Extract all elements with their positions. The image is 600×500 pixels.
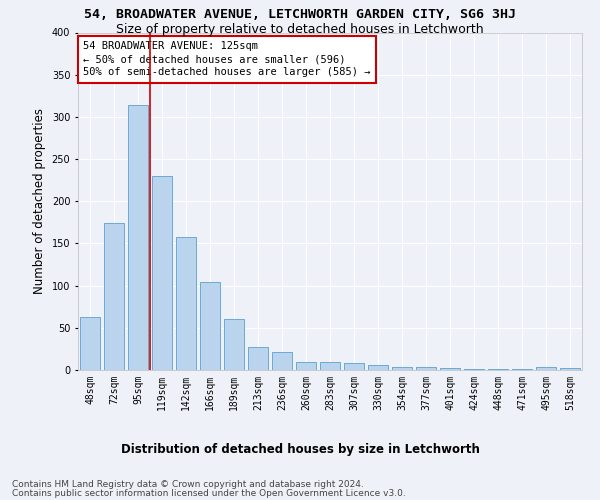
- Bar: [80, 317, 100, 370]
- Bar: [248, 347, 268, 370]
- Bar: [512, 369, 532, 370]
- Bar: [296, 362, 316, 370]
- Bar: [104, 223, 124, 370]
- Text: 54 BROADWATER AVENUE: 125sqm
← 50% of detached houses are smaller (596)
50% of s: 54 BROADWATER AVENUE: 125sqm ← 50% of de…: [83, 41, 371, 78]
- Text: Distribution of detached houses by size in Letchworth: Distribution of detached houses by size …: [121, 442, 479, 456]
- Bar: [320, 362, 340, 370]
- Bar: [416, 368, 436, 370]
- Text: 54, BROADWATER AVENUE, LETCHWORTH GARDEN CITY, SG6 3HJ: 54, BROADWATER AVENUE, LETCHWORTH GARDEN…: [84, 8, 516, 20]
- Bar: [464, 369, 484, 370]
- Bar: [560, 368, 580, 370]
- Bar: [344, 363, 364, 370]
- Bar: [152, 176, 172, 370]
- Y-axis label: Number of detached properties: Number of detached properties: [33, 108, 46, 294]
- Bar: [128, 105, 148, 370]
- Text: Contains public sector information licensed under the Open Government Licence v3: Contains public sector information licen…: [12, 489, 406, 498]
- Bar: [392, 366, 412, 370]
- Bar: [536, 368, 556, 370]
- Bar: [488, 369, 508, 370]
- Text: Size of property relative to detached houses in Letchworth: Size of property relative to detached ho…: [116, 22, 484, 36]
- Bar: [440, 368, 460, 370]
- Bar: [176, 236, 196, 370]
- Bar: [272, 352, 292, 370]
- Bar: [200, 282, 220, 370]
- Bar: [224, 318, 244, 370]
- Text: Contains HM Land Registry data © Crown copyright and database right 2024.: Contains HM Land Registry data © Crown c…: [12, 480, 364, 489]
- Bar: [368, 365, 388, 370]
